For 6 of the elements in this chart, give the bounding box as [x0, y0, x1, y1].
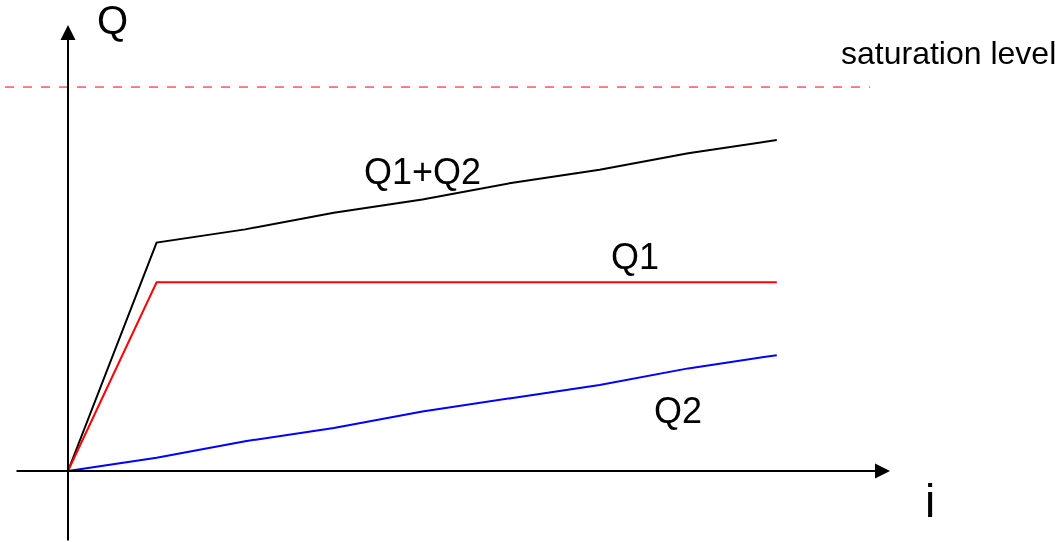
series-label: Q2 — [654, 390, 703, 431]
x-axis-title: i — [925, 475, 936, 527]
series-label: Q1+Q2 — [364, 151, 482, 192]
ref-line-label: saturation level — [841, 35, 1057, 71]
series-label: Q1 — [611, 236, 660, 277]
y-axis-title: Q — [97, 0, 129, 42]
